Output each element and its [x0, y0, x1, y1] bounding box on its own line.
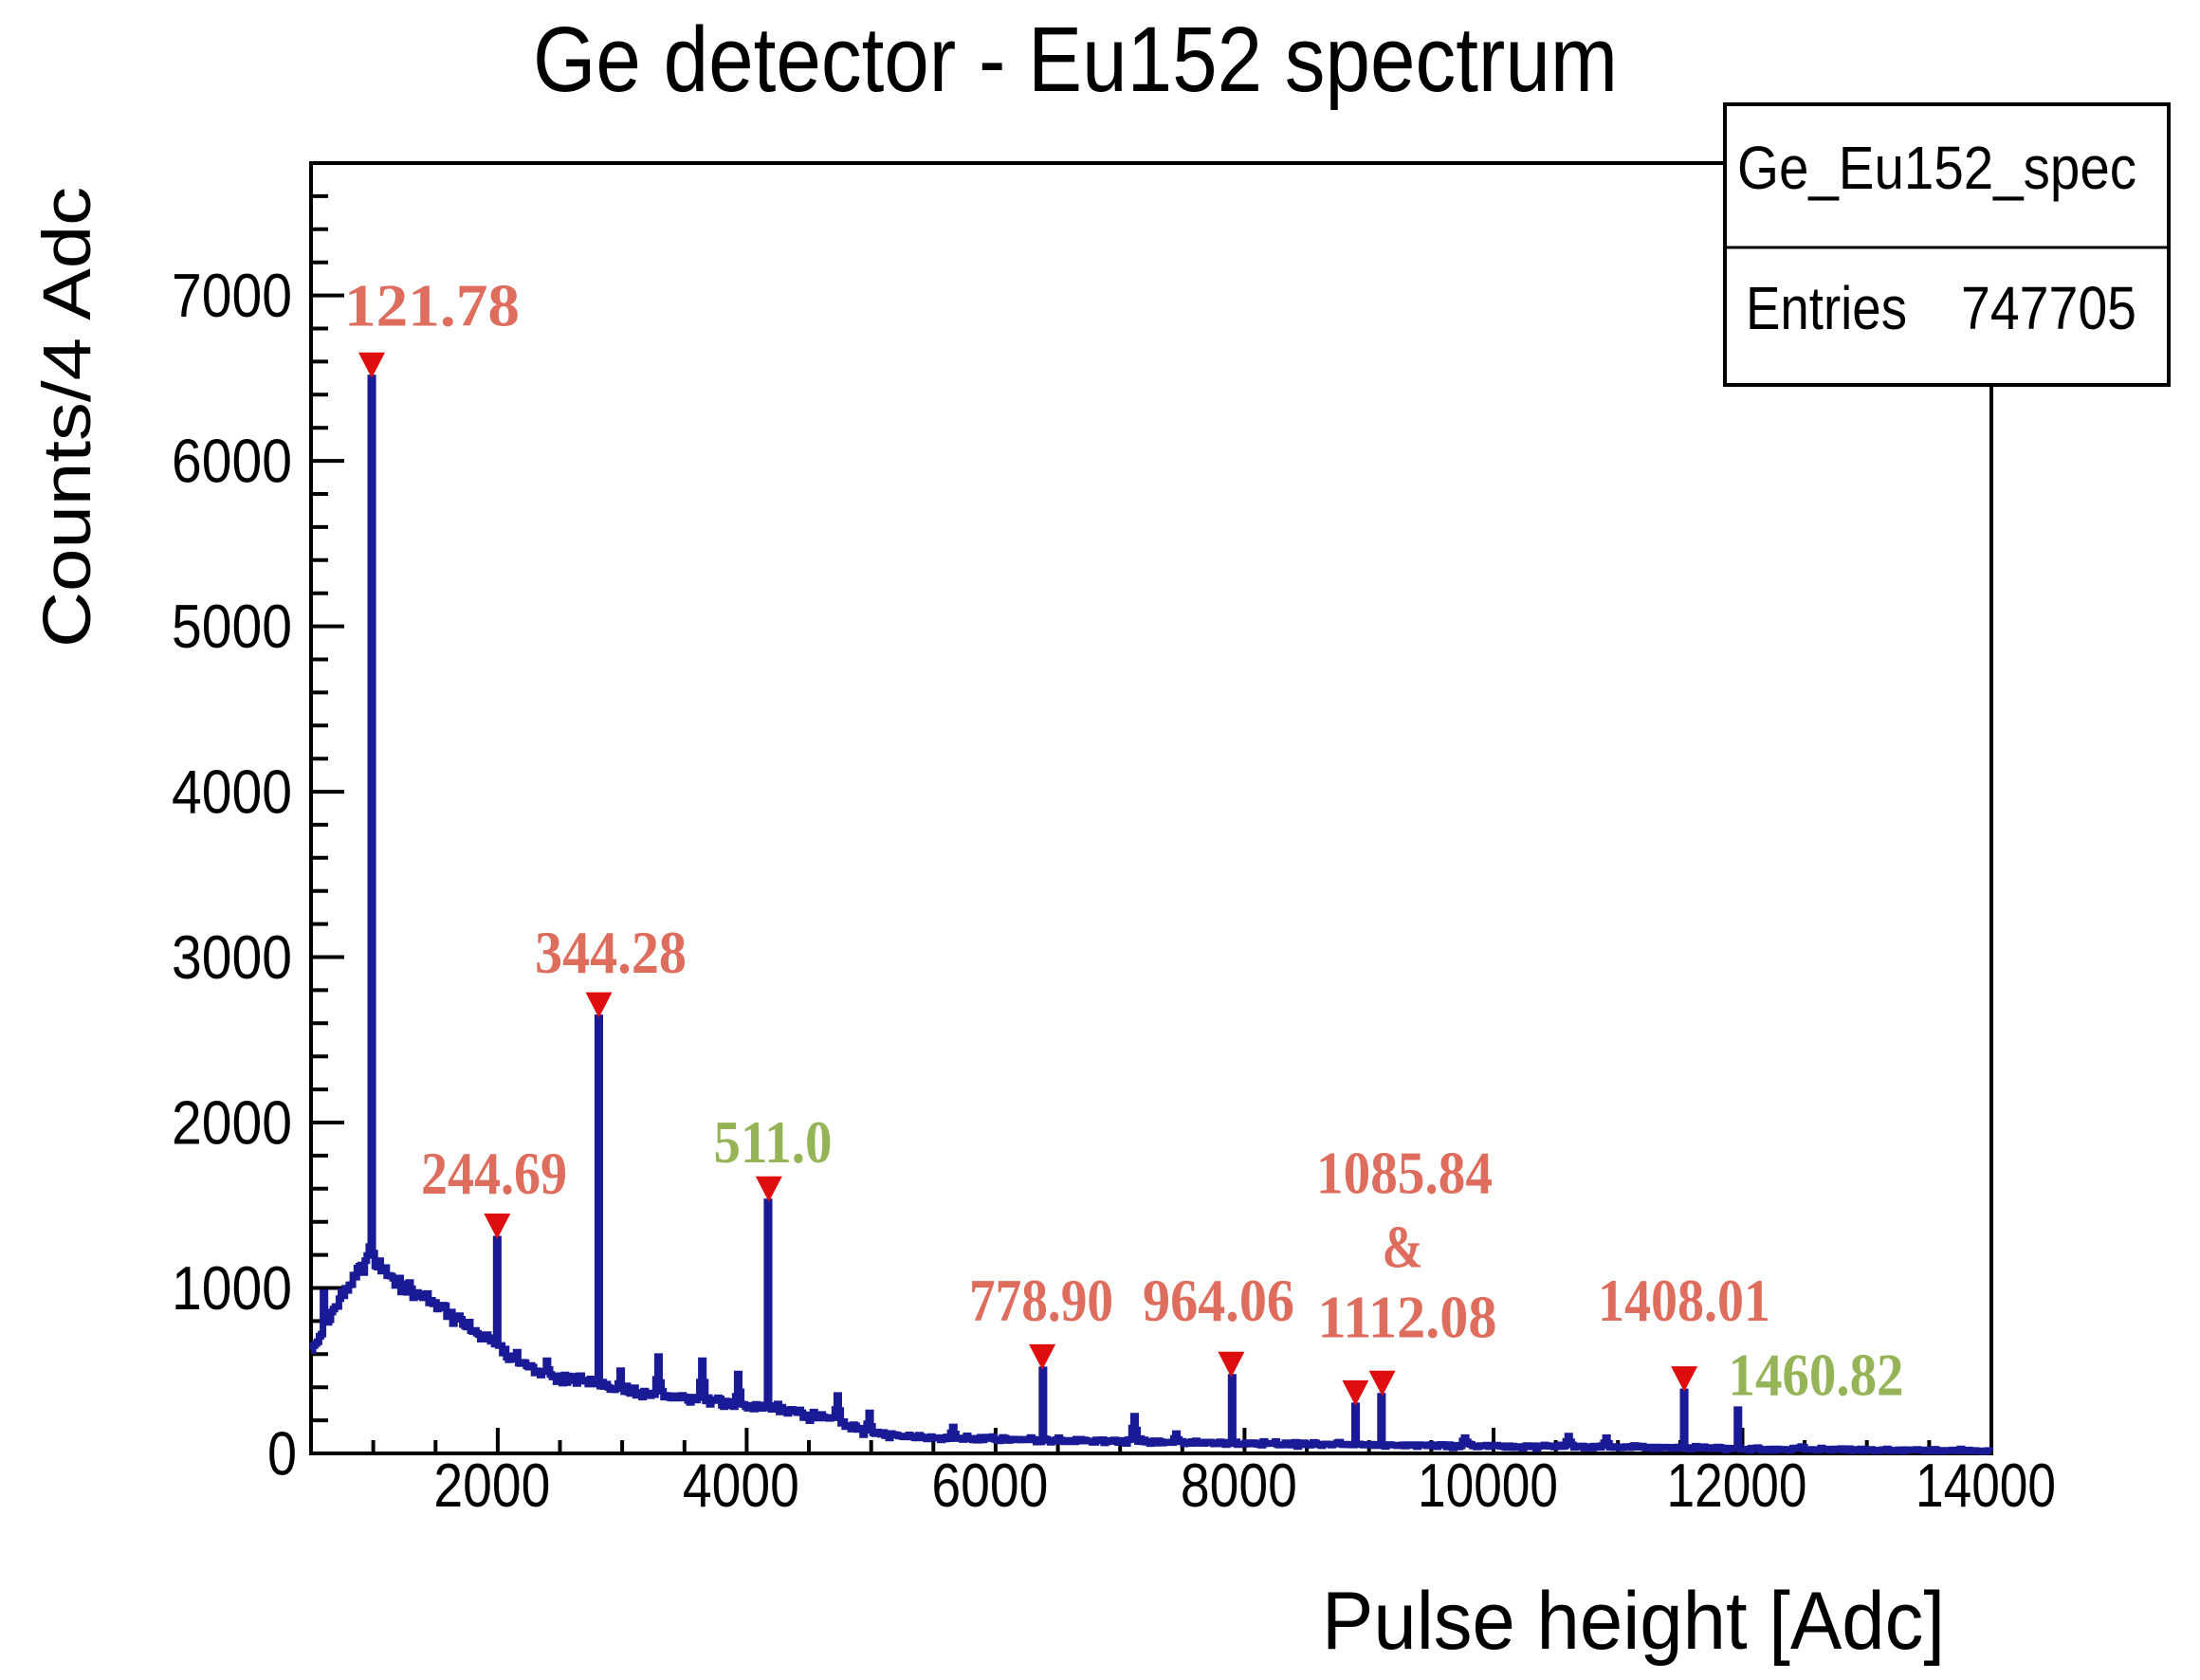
- svg-text:Pulse height [Adc]: Pulse height [Adc]: [1322, 1576, 1945, 1667]
- svg-text:1460.82: 1460.82: [1729, 1342, 1904, 1409]
- svg-text:4000: 4000: [683, 1451, 799, 1520]
- svg-text:6000: 6000: [172, 427, 292, 496]
- svg-text:1112.08: 1112.08: [1318, 1284, 1497, 1351]
- svg-text:1000: 1000: [172, 1253, 292, 1323]
- svg-text:121.78: 121.78: [344, 272, 520, 339]
- svg-text:Entries: Entries: [1746, 274, 1907, 342]
- svg-text:2000: 2000: [433, 1451, 550, 1520]
- svg-text:778.90: 778.90: [969, 1267, 1113, 1334]
- svg-text:1408.01: 1408.01: [1598, 1267, 1770, 1334]
- svg-text:4000: 4000: [172, 758, 292, 827]
- svg-text:1085.84: 1085.84: [1316, 1140, 1493, 1207]
- svg-text:344.28: 344.28: [535, 919, 687, 986]
- svg-text:3000: 3000: [172, 922, 292, 992]
- svg-text:8000: 8000: [1181, 1451, 1297, 1520]
- svg-text:12000: 12000: [1667, 1451, 1807, 1520]
- svg-text:511.0: 511.0: [714, 1108, 833, 1176]
- svg-text:964.06: 964.06: [1143, 1267, 1294, 1334]
- svg-text:Ge detector - Eu152 spectrum: Ge detector - Eu152 spectrum: [533, 8, 1618, 111]
- svg-text:0: 0: [267, 1419, 297, 1488]
- svg-text:5000: 5000: [172, 592, 292, 661]
- svg-text:Counts/4 Adc: Counts/4 Adc: [30, 187, 105, 648]
- svg-text:&: &: [1383, 1214, 1423, 1281]
- svg-text:2000: 2000: [172, 1088, 292, 1158]
- svg-text:7000: 7000: [172, 261, 292, 330]
- svg-text:10000: 10000: [1418, 1451, 1558, 1520]
- svg-text:Ge_Eu152_spec: Ge_Eu152_spec: [1737, 134, 2136, 202]
- svg-text:244.69: 244.69: [421, 1140, 567, 1207]
- svg-text:6000: 6000: [931, 1451, 1048, 1520]
- svg-text:747705: 747705: [1961, 274, 2136, 342]
- svg-text:14000: 14000: [1916, 1451, 2056, 1520]
